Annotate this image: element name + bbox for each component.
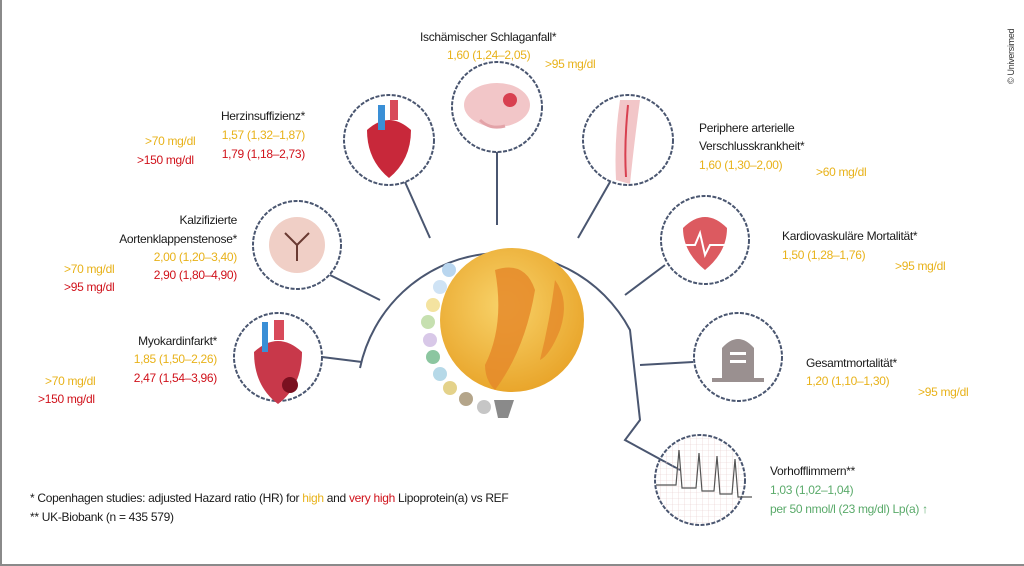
tm-threshold: >95 mg/dl xyxy=(918,385,969,399)
cvm-hr-high: 1,50 (1,28–1,76) xyxy=(782,248,866,262)
as-hr-high: 2,00 (1,20–3,40) xyxy=(153,250,238,264)
afib-title: Vorhofflimmern** xyxy=(770,464,856,478)
tm-hr-high: 1,20 (1,10–1,30) xyxy=(806,374,890,388)
mi-threshold-very-high: >150 mg/dl xyxy=(38,392,95,406)
infarct-heart-icon xyxy=(254,320,302,404)
hf-hr-high: 1,57 (1,32–1,87) xyxy=(221,128,306,142)
as-title-2: Aortenklappenstenose* xyxy=(119,232,237,246)
footnote-1-very-high: very high xyxy=(348,491,395,505)
footnote-2: ** UK-Biobank (n = 435 579) xyxy=(30,510,174,524)
heart-pulse-icon xyxy=(680,217,728,270)
ecg-icon xyxy=(656,449,752,498)
afib-per: per 50 nmol/l (23 mg/dl) Lp(a) ↑ xyxy=(770,502,928,516)
mi-hr-high: 1,85 (1,50–2,26) xyxy=(133,352,218,366)
line-cvm xyxy=(624,264,666,296)
line-mi xyxy=(321,356,363,363)
cvm-threshold: >95 mg/dl xyxy=(895,259,946,273)
hf-threshold-high: >70 mg/dl xyxy=(145,134,196,148)
heart-icon xyxy=(367,100,411,178)
stroke-threshold: >95 mg/dl xyxy=(545,57,596,71)
line-total xyxy=(639,361,694,366)
mi-title: Myokardinfarkt* xyxy=(138,334,217,348)
circle-afib xyxy=(654,434,746,526)
afib-hr: 1,03 (1,02–1,04) xyxy=(770,483,854,497)
as-threshold-very-high: >95 mg/dl xyxy=(64,280,115,294)
hf-title: Herzinsuffizienz* xyxy=(220,109,305,123)
mi-threshold-high: >70 mg/dl xyxy=(45,374,96,388)
footnote-1-suffix: Lipoprotein(a) vs REF xyxy=(394,491,509,505)
aortic-valve-icon xyxy=(269,217,325,273)
pad-title-1: Periphere arterielle xyxy=(699,121,795,135)
footnote-1: * Copenhagen studies: adjusted Hazard ra… xyxy=(30,489,509,507)
cvm-title: Kardiovaskuläre Mortalität* xyxy=(782,229,918,243)
leg-artery-icon xyxy=(615,100,640,184)
footnote-1-high: high xyxy=(302,491,324,505)
tm-title: Gesamtmortalität* xyxy=(806,356,897,370)
hf-threshold-very-high: >150 mg/dl xyxy=(137,153,194,167)
as-threshold-high: >70 mg/dl xyxy=(64,262,115,276)
mi-hr-very-high: 2,47 (1,54–3,96) xyxy=(133,371,218,385)
pad-title-2: Verschlusskrankheit* xyxy=(699,139,805,153)
pad-threshold: >60 mg/dl xyxy=(816,165,867,179)
line-heart-failure xyxy=(404,181,431,239)
brain-icon xyxy=(464,83,530,129)
gravestone-icon xyxy=(712,339,764,382)
copyright: © Universimed xyxy=(1006,28,1016,84)
apolipoprotein-chain xyxy=(421,263,514,418)
pad-hr-high: 1,60 (1,30–2,00) xyxy=(699,158,783,172)
lipoprotein-particle-icon xyxy=(421,248,584,418)
footnote-1-and: and xyxy=(323,491,349,505)
line-aortic xyxy=(329,274,381,301)
as-title-1: Kalzifizierte xyxy=(179,213,238,227)
hf-hr-very-high: 1,79 (1,18–2,73) xyxy=(221,147,306,161)
stroke-hr-high: 1,60 (1,24–2,05) xyxy=(447,48,531,62)
footnote-1-prefix: * Copenhagen studies: adjusted Hazard ra… xyxy=(30,491,303,505)
line-pad xyxy=(577,181,611,239)
as-hr-very-high: 2,90 (1,80–4,90) xyxy=(153,268,238,282)
stroke-title: Ischämischer Schlaganfall* xyxy=(420,30,557,44)
